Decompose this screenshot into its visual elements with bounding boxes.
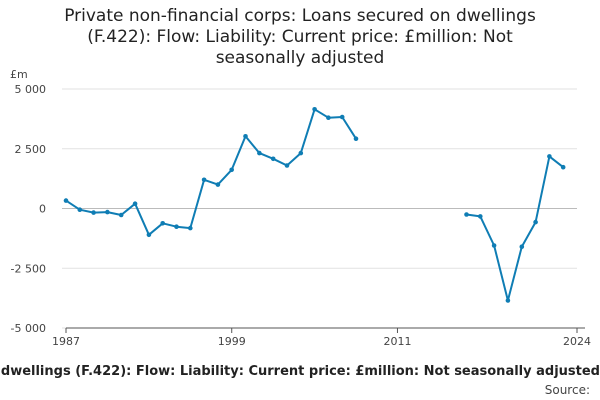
data-point[interactable] — [229, 167, 234, 173]
y-axis-label: £m — [10, 68, 28, 81]
y-tick-label: 2 500 — [15, 143, 47, 156]
series-points — [63, 107, 566, 303]
data-point[interactable] — [284, 163, 290, 168]
data-point[interactable] — [160, 221, 165, 226]
data-point[interactable] — [215, 182, 221, 187]
data-point[interactable] — [464, 212, 469, 217]
data-point[interactable] — [312, 107, 317, 112]
data-point[interactable] — [270, 156, 276, 162]
chart-caption: Private non-financial corps: Loans secur… — [0, 364, 600, 379]
data-point[interactable] — [478, 214, 483, 219]
chart-title: Private non-financial corps: Loans secur… — [64, 6, 536, 68]
data-point[interactable] — [63, 198, 69, 203]
data-point[interactable] — [257, 150, 262, 156]
axes: £m 5 000 2 500 0 -2 500 -5 000 1987 1999 2011 202… — [10, 68, 591, 348]
data-point[interactable] — [491, 243, 497, 248]
data-point[interactable] — [547, 154, 552, 159]
x-tick-label: 2024 — [563, 335, 591, 348]
data-point[interactable] — [118, 212, 124, 218]
series-line-segment — [466, 155, 564, 302]
x-tick-label: 1999 — [218, 335, 246, 348]
y-tick-label: -5 000 — [11, 322, 46, 335]
data-point[interactable] — [326, 115, 331, 120]
series-lines — [65, 108, 564, 302]
chart-caption-text: Private non-financial corps: Loans secur… — [0, 364, 600, 379]
y-tick-label: 0 — [39, 203, 46, 216]
data-point[interactable] — [146, 232, 152, 238]
data-point[interactable] — [91, 210, 96, 215]
x-tick-label: 2011 — [383, 335, 411, 348]
data-point[interactable] — [188, 225, 193, 231]
data-point[interactable] — [77, 207, 83, 212]
data-point[interactable] — [243, 134, 248, 139]
data-point[interactable] — [201, 177, 207, 183]
data-point[interactable] — [560, 164, 566, 170]
data-point[interactable] — [174, 224, 179, 229]
data-point[interactable] — [505, 298, 511, 303]
x-tick-label: 1987 — [52, 335, 80, 348]
y-tick-label: 5 000 — [15, 83, 47, 96]
data-point[interactable] — [132, 201, 138, 206]
data-point[interactable] — [519, 244, 525, 249]
data-point[interactable] — [339, 114, 345, 120]
gridlines — [62, 88, 577, 329]
y-tick-label: -2 500 — [11, 262, 46, 275]
data-point[interactable] — [353, 136, 359, 141]
data-point[interactable] — [105, 209, 110, 215]
data-point[interactable] — [533, 219, 538, 225]
series-line-segment — [65, 108, 357, 236]
data-point[interactable] — [298, 150, 304, 156]
source-label: Source: — [544, 383, 590, 397]
